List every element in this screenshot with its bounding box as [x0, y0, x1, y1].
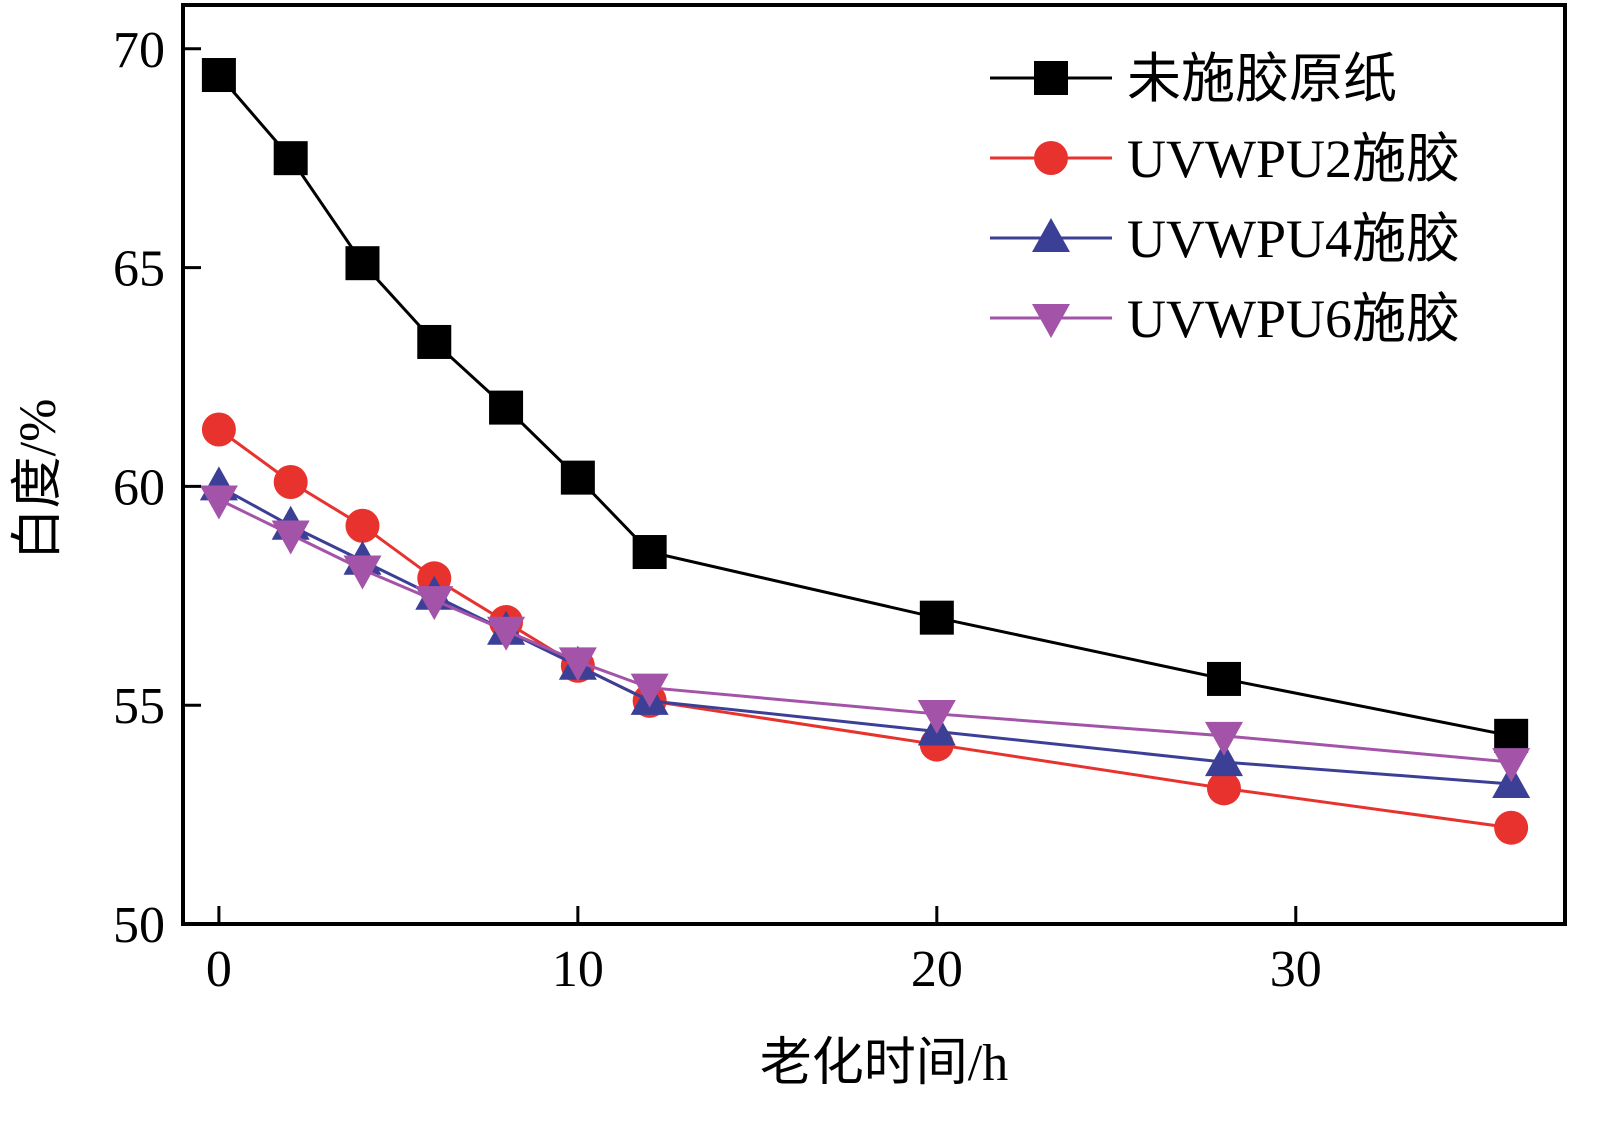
data-point [560, 460, 595, 495]
y-tick-label: 60 [113, 459, 165, 516]
data-point [417, 324, 452, 359]
data-point [1204, 742, 1243, 777]
y-tick-label: 55 [113, 678, 165, 735]
data-point [345, 508, 380, 543]
data-point [630, 673, 669, 708]
data-point [271, 520, 310, 555]
data-point [345, 246, 380, 281]
y-tick-label: 70 [113, 22, 165, 79]
legend-marker-swatch [1034, 61, 1068, 95]
data-point [199, 485, 238, 520]
data-point [201, 58, 236, 93]
x-axis-label: 老化时间/h [760, 1035, 1008, 1092]
tick-layer: 0 10 20 30 50 55 60 65 70 [113, 22, 1322, 998]
data-point [415, 586, 454, 621]
legend-label: 未施胶原纸 [1127, 49, 1397, 109]
legend-label: UVWPU2施胶 [1127, 129, 1460, 189]
data-point [919, 600, 954, 635]
series-4 [199, 485, 1531, 783]
data-point [487, 616, 526, 651]
series-1 [201, 58, 1529, 753]
data-point [558, 647, 597, 682]
data-point [343, 555, 382, 590]
y-tick-label: 65 [113, 241, 165, 298]
legend-label: UVWPU6施胶 [1127, 289, 1460, 349]
legend-entry-1: 未施胶原纸 [990, 49, 1397, 109]
data-point [1494, 718, 1529, 753]
data-point [1494, 810, 1529, 845]
legend-entry-4: UVWPU6施胶 [990, 289, 1460, 349]
data-point [273, 465, 308, 500]
data-point [917, 699, 956, 734]
y-axis-label: 白度/% [10, 399, 67, 561]
legend-entry-2: UVWPU2施胶 [990, 129, 1460, 189]
data-point [489, 390, 524, 425]
data-point [201, 412, 236, 447]
data-point [273, 141, 308, 176]
legend-marker-swatch [1032, 304, 1070, 338]
data-point [1206, 771, 1241, 806]
x-tick-label: 0 [206, 941, 232, 998]
x-tick-label: 20 [911, 941, 963, 998]
legend: 未施胶原纸 UVWPU2施胶 UVWPU4施胶 UVWPU6施胶 [990, 49, 1460, 349]
legend-marker-swatch [1032, 218, 1070, 252]
x-tick-label: 30 [1270, 941, 1322, 998]
series-line [218, 498, 1512, 764]
legend-label: UVWPU4施胶 [1127, 209, 1460, 269]
data-point [1492, 748, 1531, 783]
plot-frame [181, 3, 1567, 926]
series-line [218, 428, 1512, 830]
data-point [1204, 721, 1243, 756]
legend-entry-3: UVWPU4施胶 [990, 209, 1460, 269]
series-3 [199, 466, 1531, 798]
series-line [217, 74, 1512, 738]
y-tick-label: 50 [113, 897, 165, 954]
data-point [632, 535, 667, 570]
series-2 [201, 412, 1529, 845]
series-line [218, 485, 1512, 786]
series-layer [199, 58, 1531, 845]
data-point [1206, 661, 1241, 696]
legend-marker-swatch [1034, 141, 1068, 175]
x-tick-label: 10 [552, 941, 604, 998]
